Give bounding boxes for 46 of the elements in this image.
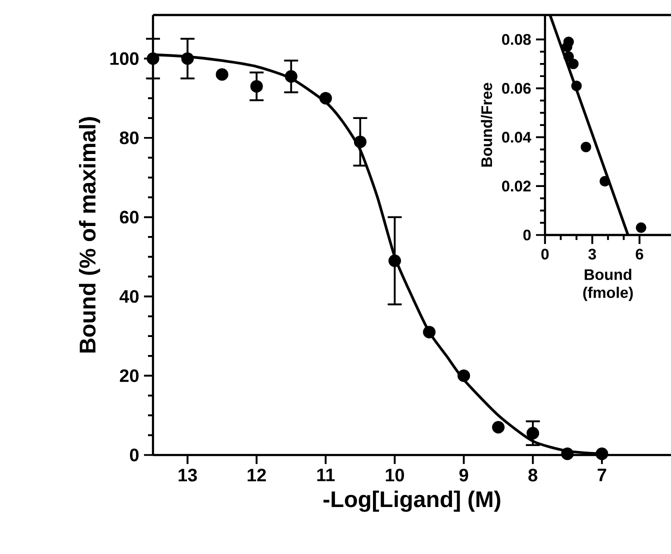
point [319,92,332,105]
x-tick-label: 3 [588,248,596,260]
point [422,326,436,338]
y-tick-label: 60 [120,210,139,224]
y-tick-label: 0.04 [502,132,532,143]
y-tick-label: 0 [130,448,139,462]
y-tick-label: 0.08 [502,34,531,45]
point [580,142,592,152]
y-axis-title: Bound (% of maximal) [78,117,100,352]
point [561,448,574,460]
point [568,58,579,70]
point [354,136,366,148]
x-axis-title: -Log[Ligand] (M) [324,490,500,512]
y-tick-label: 100 [110,52,139,65]
y-tick-label: 0.06 [502,82,531,94]
point [596,448,608,460]
point [636,222,646,233]
x-tick-label: 12 [248,468,266,482]
point [216,68,228,81]
point [600,176,610,186]
point [458,369,470,382]
point [562,42,572,52]
point [250,80,263,93]
y-tick-label: 0 [523,230,531,240]
point [571,80,582,92]
x-tick-label: 0 [541,248,549,260]
y-tick-label: 40 [120,290,139,303]
x-axis-title: Bound (fmole) [583,268,633,302]
point [563,51,574,62]
point [284,70,298,83]
x-tick-label: 9 [459,468,468,482]
point [146,52,160,65]
y-tick-label: 80 [120,132,139,144]
y-tick-label: 0.02 [502,180,531,192]
x-tick-label: 6 [636,248,644,260]
x-tick-label: 7 [598,468,606,482]
y-axis-title: Bound/Free [480,82,492,167]
point [526,426,540,440]
point [388,254,401,268]
x-tick-label: 10 [386,468,404,482]
x-tick-label: 8 [528,468,538,482]
x-tick-label: 11 [317,468,335,482]
y-tick-label: 20 [120,369,139,382]
x-tick-label: 13 [178,468,197,482]
point [181,52,194,65]
point [492,420,505,434]
